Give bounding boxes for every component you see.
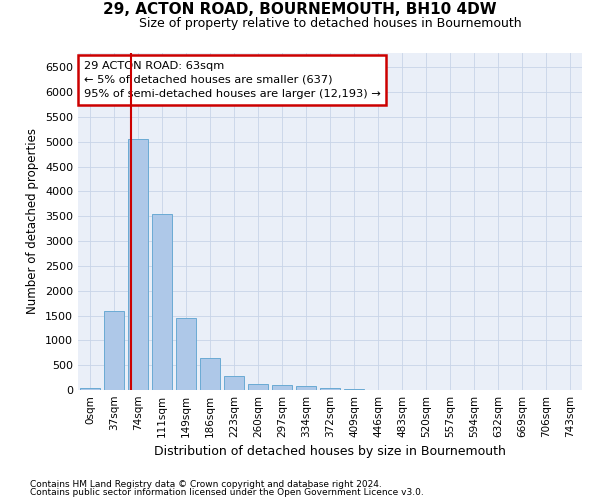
Bar: [344, 388, 364, 390]
Bar: [224, 376, 244, 390]
Bar: [272, 385, 292, 390]
Text: 29, ACTON ROAD, BOURNEMOUTH, BH10 4DW: 29, ACTON ROAD, BOURNEMOUTH, BH10 4DW: [103, 2, 497, 18]
Bar: [80, 388, 100, 390]
Bar: [152, 214, 172, 390]
Bar: [296, 386, 316, 390]
Text: Contains public sector information licensed under the Open Government Licence v3: Contains public sector information licen…: [30, 488, 424, 497]
Bar: [248, 384, 268, 390]
Bar: [176, 318, 196, 390]
Text: 29 ACTON ROAD: 63sqm
← 5% of detached houses are smaller (637)
95% of semi-detac: 29 ACTON ROAD: 63sqm ← 5% of detached ho…: [84, 61, 381, 99]
Bar: [104, 310, 124, 390]
Title: Size of property relative to detached houses in Bournemouth: Size of property relative to detached ho…: [139, 18, 521, 30]
X-axis label: Distribution of detached houses by size in Bournemouth: Distribution of detached houses by size …: [154, 446, 506, 458]
Y-axis label: Number of detached properties: Number of detached properties: [26, 128, 40, 314]
Bar: [200, 358, 220, 390]
Bar: [320, 388, 340, 390]
Bar: [128, 140, 148, 390]
Text: Contains HM Land Registry data © Crown copyright and database right 2024.: Contains HM Land Registry data © Crown c…: [30, 480, 382, 489]
